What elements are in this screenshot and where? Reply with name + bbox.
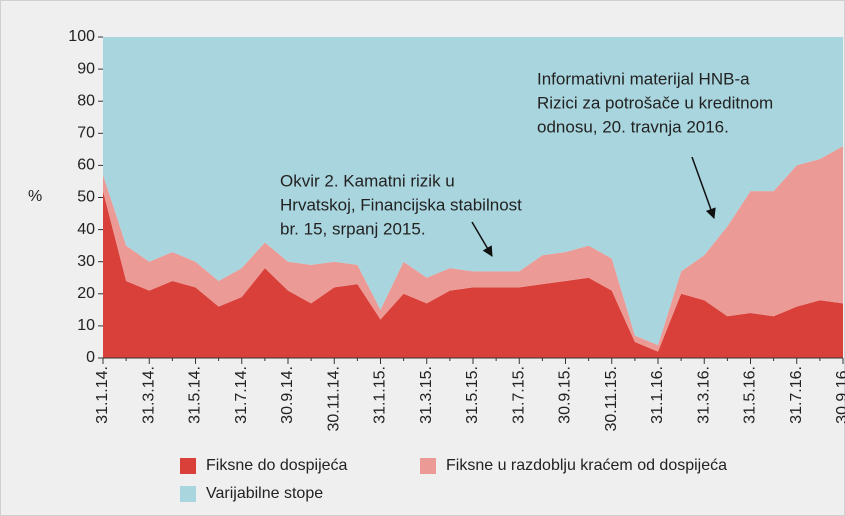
- y-tick-label: 0: [86, 349, 95, 366]
- x-tick-label: 31.5.14.: [187, 366, 204, 424]
- x-tick-label: 31.3.15.: [418, 366, 435, 424]
- x-tick-label: 31.5.15.: [464, 366, 481, 424]
- x-tick-label: 30.11.15.: [603, 366, 620, 432]
- legend-swatch: [420, 458, 436, 474]
- x-tick-label: 31.7.16.: [788, 366, 805, 424]
- x-tick-label: 30.11.14.: [325, 366, 342, 432]
- y-tick-label: 100: [68, 28, 95, 45]
- y-tick-label: 90: [77, 60, 95, 77]
- x-tick-label: 30.9.14.: [279, 366, 296, 424]
- annotation: Informativni materijal HNB-a: [537, 69, 750, 88]
- legend-swatch: [180, 486, 196, 502]
- area: [103, 37, 843, 346]
- x-tick-label: 31.7.14.: [233, 366, 250, 424]
- arrow: [471, 221, 493, 257]
- x-tick-label: 31.3.16.: [695, 366, 712, 424]
- annotation: Hrvatskoj, Financijska stabilnost: [280, 195, 522, 214]
- y-tick-label: 20: [77, 285, 95, 302]
- y-tick-label: 10: [77, 317, 95, 334]
- area: [103, 191, 843, 358]
- legend-label: Fiksne do dospijeća: [206, 457, 348, 474]
- x-tick-label: 31.1.16.: [649, 366, 666, 424]
- annotation: br. 15, srpanj 2015.: [280, 219, 426, 238]
- y-tick-label: 30: [77, 253, 95, 270]
- y-tick-label: 60: [77, 157, 95, 174]
- x-tick-label: 30.9.15.: [557, 366, 574, 424]
- legend-label: Fiksne u razdoblju kraćem od dospijeća: [446, 457, 727, 474]
- annotation: Okvir 2. Kamatni rizik u: [280, 171, 455, 190]
- x-tick-label: 31.3.14.: [140, 366, 157, 424]
- arrow: [691, 156, 716, 219]
- x-tick-label: 30.9.16.: [834, 366, 845, 424]
- y-tick-label: 50: [77, 189, 95, 206]
- annotation: Rizici za potrošače u kreditnom: [537, 93, 773, 112]
- x-tick-label: 31.1.14.: [94, 366, 111, 424]
- y-tick-label: 40: [77, 221, 95, 238]
- legend-label: Varijabilne stope: [206, 485, 323, 502]
- y-tick-label: 80: [77, 92, 95, 109]
- annotation: odnosu, 20. travnja 2016.: [537, 117, 729, 136]
- x-tick-label: 31.1.15.: [372, 366, 389, 424]
- x-tick-label: 31.7.15.: [510, 366, 527, 424]
- y-tick-label: 70: [77, 125, 95, 142]
- legend-swatch: [180, 458, 196, 474]
- y-axis-label: %: [28, 188, 42, 205]
- x-tick-label: 31.5.16.: [742, 366, 759, 424]
